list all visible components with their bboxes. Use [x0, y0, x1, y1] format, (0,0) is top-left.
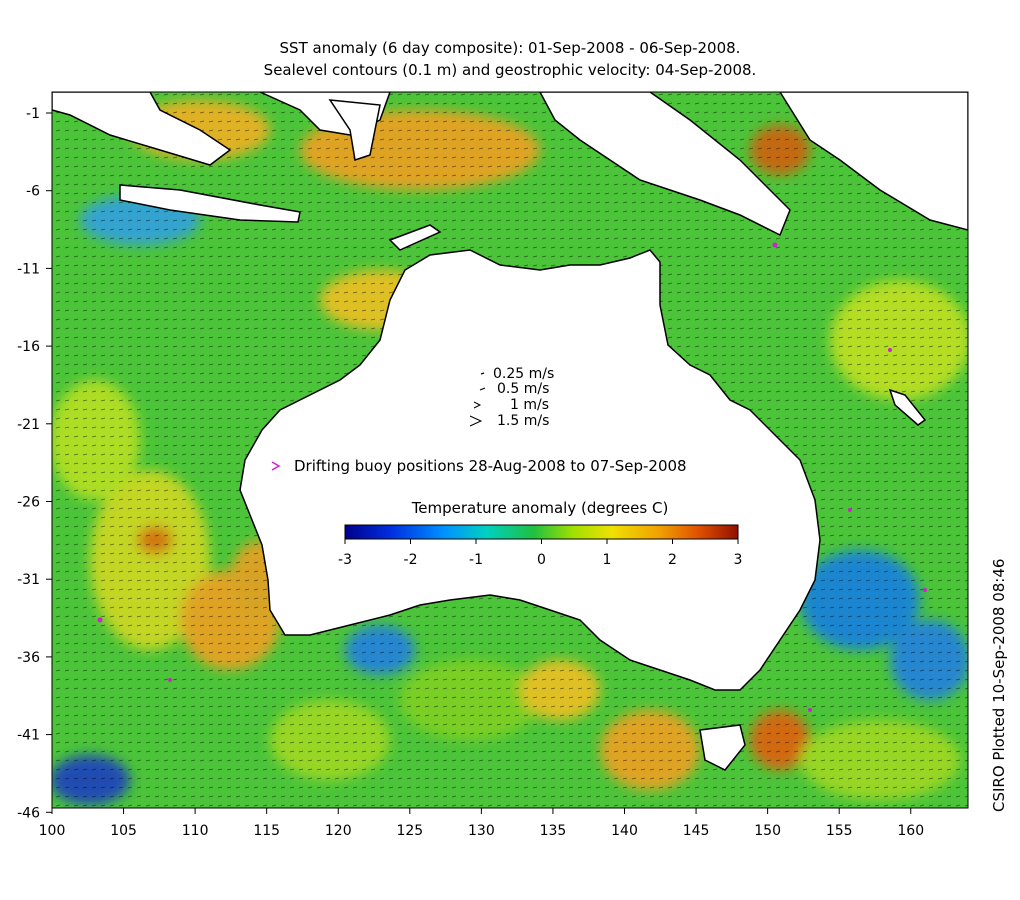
- lon-tick-label: 130: [468, 823, 495, 839]
- velocity-arrow-0-5: [479, 387, 486, 391]
- velocity-arrow-0-25: [480, 372, 485, 375]
- lat-tick-label: -41: [17, 728, 40, 744]
- buoy-legend-marker: [271, 461, 281, 471]
- colorbar: Temperature anomaly (degrees C) -3 -2 -1 0 1…: [338, 499, 742, 568]
- lat-tick-label: -26: [17, 495, 40, 511]
- lat-tick-label: -46: [17, 805, 40, 821]
- latitude-axis: -1 -6 -11 -16 -21 -26 -31 -36 -41 -46: [17, 106, 52, 821]
- velocity-label-1: 1 m/s: [510, 397, 549, 413]
- map-title-line1: SST anomaly (6 day composite): 01-Sep-20…: [279, 39, 741, 57]
- velocity-label-0-5: 0.5 m/s: [497, 381, 549, 397]
- lat-tick-label: -16: [17, 339, 40, 355]
- longitude-axis: 100 105 110 115 120 125 130 135 140 145 150 155 160: [39, 808, 924, 839]
- lon-tick-label: 135: [540, 823, 567, 839]
- colorbar-tick-label: 1: [603, 552, 612, 568]
- lon-tick-label: 140: [611, 823, 638, 839]
- land-masses: [52, 92, 968, 771]
- lon-tick-label: 160: [897, 823, 924, 839]
- buoy-legend-label: Drifting buoy positions 28-Aug-2008 to 0…: [294, 457, 687, 475]
- lon-tick-label: 105: [110, 823, 137, 839]
- buoy-markers: [97, 242, 927, 712]
- velocity-legend: 0.25 m/s 0.5 m/s 1 m/s 1.5 m/s: [469, 366, 554, 429]
- lat-tick-label: -6: [26, 184, 40, 200]
- lon-tick-label: 125: [396, 823, 423, 839]
- velocity-label-0-25: 0.25 m/s: [493, 366, 554, 382]
- lon-tick-label: 115: [253, 823, 280, 839]
- lon-tick-label: 155: [826, 823, 853, 839]
- colorbar-label: Temperature anomaly (degrees C): [411, 499, 669, 517]
- map-title-line2: Sealevel contours (0.1 m) and geostrophi…: [263, 61, 757, 79]
- velocity-label-1-5: 1.5 m/s: [497, 413, 549, 429]
- lat-tick-label: -31: [17, 572, 40, 588]
- csiro-credit: CSIRO Plotted 10-Sep-2008 08:46: [990, 558, 1008, 812]
- colorbar-tick-label: -3: [338, 552, 352, 568]
- colorbar-tick-label: -2: [404, 552, 418, 568]
- lon-tick-label: 145: [683, 823, 710, 839]
- colorbar-tick-label: 3: [734, 552, 743, 568]
- lon-tick-label: 110: [182, 823, 209, 839]
- velocity-arrow-1: [473, 401, 482, 409]
- colorbar-tick-label: -1: [469, 552, 483, 568]
- map-frame: [51, 91, 969, 809]
- lon-tick-label: 120: [325, 823, 352, 839]
- sst-field: [52, 92, 968, 808]
- velocity-arrow-1-5: [469, 415, 483, 427]
- lon-tick-label: 150: [754, 823, 781, 839]
- colorbar-scale: [344, 524, 739, 540]
- colorbar-tick-label: 0: [537, 552, 546, 568]
- lon-tick-label: 100: [39, 823, 66, 839]
- colorbar-tick-label: 2: [668, 552, 677, 568]
- lat-tick-label: -1: [26, 106, 40, 122]
- lat-tick-label: -21: [17, 417, 40, 433]
- lat-tick-label: -11: [17, 261, 40, 277]
- buoy-legend: Drifting buoy positions 28-Aug-2008 to 0…: [271, 457, 687, 475]
- lat-tick-label: -36: [17, 650, 40, 666]
